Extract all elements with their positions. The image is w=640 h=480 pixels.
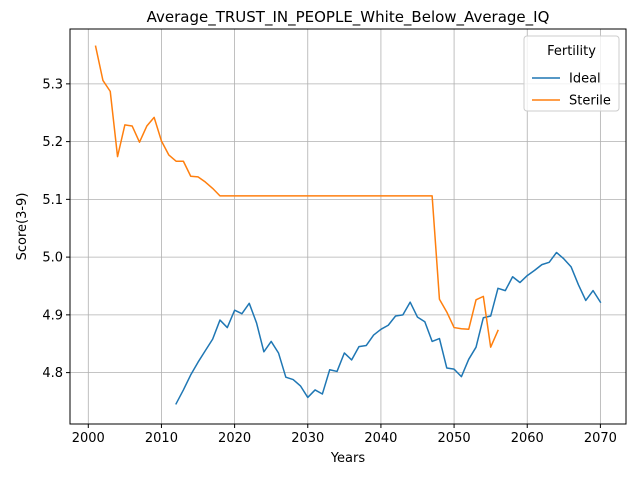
- y-axis-ticks: 4.8 4.9 5.0 5.1 5.2 5.3: [42, 77, 70, 381]
- x-tick-label: 2070: [584, 431, 617, 446]
- x-tick-label: 2060: [511, 431, 544, 446]
- series-lines: [94, 45, 602, 405]
- x-axis-ticks: 2000 2010 2020 2030 2040 2050 2060 2070: [72, 424, 617, 446]
- y-axis-label: Score(3-9): [15, 193, 30, 261]
- legend: Fertility Ideal Sterile: [523, 35, 620, 112]
- x-tick-label: 2030: [291, 431, 324, 446]
- plot-border: [69, 28, 627, 425]
- y-tick-label: 4.8: [42, 366, 63, 381]
- x-tick-label: 2000: [72, 431, 105, 446]
- y-tick-label: 5.2: [42, 135, 63, 150]
- series-line-ideal: [175, 251, 602, 405]
- x-tick-label: 2020: [218, 431, 251, 446]
- x-tick-label: 2040: [364, 431, 397, 446]
- series-line-sterile: [94, 45, 499, 348]
- legend-title: Fertility: [547, 44, 596, 59]
- legend-label-ideal: Ideal: [569, 72, 601, 87]
- x-axis-label: Years: [330, 451, 366, 466]
- legend-box: [523, 35, 620, 112]
- y-tick-label: 5.0: [42, 251, 63, 266]
- x-tick-label: 2010: [145, 431, 178, 446]
- legend-label-sterile: Sterile: [569, 94, 611, 109]
- plot-frame: [69, 28, 627, 425]
- y-tick-label: 5.3: [42, 77, 63, 92]
- chart-title: Average_TRUST_IN_PEOPLE_White_Below_Aver…: [147, 8, 550, 27]
- y-tick-label: 4.9: [42, 308, 63, 323]
- y-tick-label: 5.1: [42, 193, 63, 208]
- x-tick-label: 2050: [438, 431, 471, 446]
